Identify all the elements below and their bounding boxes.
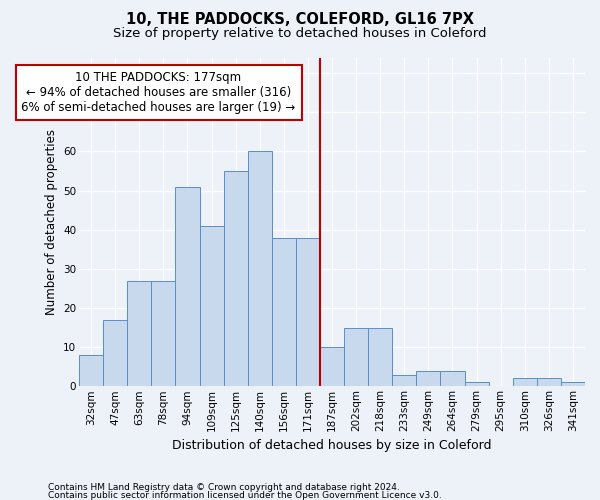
Bar [464,382,488,386]
Bar [513,378,537,386]
Bar [561,382,585,386]
Bar [151,280,175,386]
Bar [248,152,272,386]
Bar [79,355,103,386]
Bar [296,238,320,386]
Bar [175,186,200,386]
Text: Size of property relative to detached houses in Coleford: Size of property relative to detached ho… [113,28,487,40]
X-axis label: Distribution of detached houses by size in Coleford: Distribution of detached houses by size … [172,440,492,452]
Bar [392,374,416,386]
Bar [344,328,368,386]
Text: 10, THE PADDOCKS, COLEFORD, GL16 7PX: 10, THE PADDOCKS, COLEFORD, GL16 7PX [126,12,474,28]
Bar [127,280,151,386]
Bar [224,171,248,386]
Bar [416,370,440,386]
Bar [272,238,296,386]
Bar [103,320,127,386]
Text: 10 THE PADDOCKS: 177sqm
← 94% of detached houses are smaller (316)
6% of semi-de: 10 THE PADDOCKS: 177sqm ← 94% of detache… [22,71,296,114]
Bar [440,370,464,386]
Bar [368,328,392,386]
Text: Contains public sector information licensed under the Open Government Licence v3: Contains public sector information licen… [48,491,442,500]
Bar [200,226,224,386]
Y-axis label: Number of detached properties: Number of detached properties [44,129,58,315]
Text: Contains HM Land Registry data © Crown copyright and database right 2024.: Contains HM Land Registry data © Crown c… [48,484,400,492]
Bar [537,378,561,386]
Bar [320,347,344,387]
